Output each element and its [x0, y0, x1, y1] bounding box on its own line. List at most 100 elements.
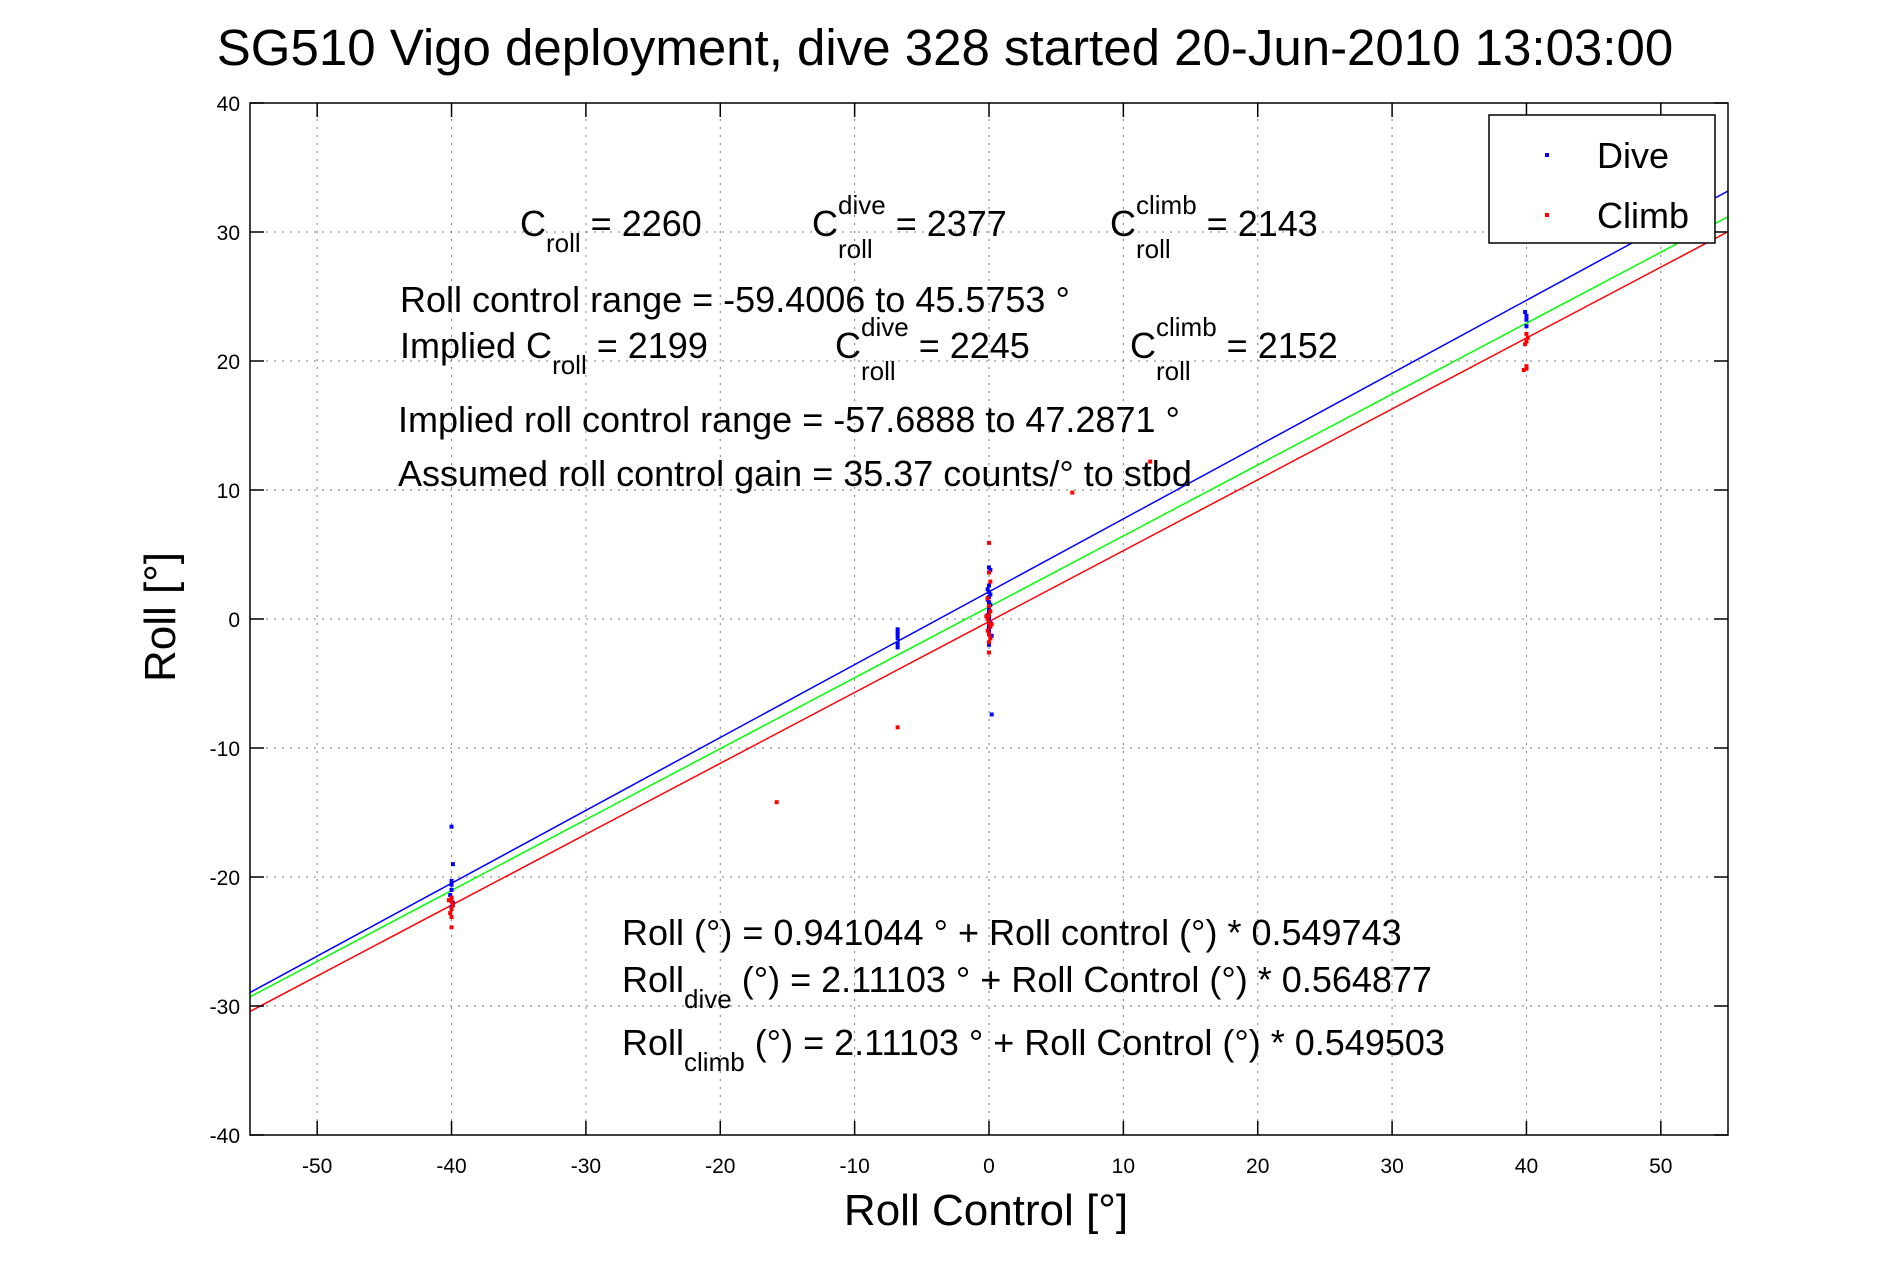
annotation-main: C — [1110, 203, 1136, 244]
annotation-text: Cdive roll = 2245 — [835, 312, 1030, 386]
climb-point — [1070, 490, 1075, 495]
climb-point — [987, 620, 991, 625]
dive-point — [1524, 324, 1529, 329]
dive-point — [989, 712, 994, 717]
annotation-sup: climb — [1156, 312, 1217, 342]
climb-point — [987, 613, 991, 618]
x-tick-label: 30 — [1380, 1155, 1403, 1178]
climb-point — [1521, 368, 1526, 373]
data-points — [446, 309, 1530, 930]
annotation-rest: = 2199 — [587, 325, 708, 366]
y-tick-label: 30 — [217, 222, 240, 245]
dive-point — [895, 629, 900, 634]
dive-point — [987, 565, 991, 570]
chart-title: SG510 Vigo deployment, dive 328 started … — [217, 19, 1673, 76]
climb-point — [988, 579, 993, 584]
dive-point — [988, 592, 993, 597]
climb-point — [989, 622, 994, 627]
annotation-rest: = 2260 — [581, 203, 702, 244]
climb-point — [985, 617, 990, 621]
annotation-rest: (°) = 2.11103 ° + Roll Control (°) * 0.5… — [745, 1022, 1445, 1063]
dive-point — [449, 887, 454, 892]
annotation-sub: roll — [838, 234, 873, 264]
annotation-main: Roll — [622, 1022, 684, 1063]
y-tick-label: -20 — [210, 867, 240, 890]
annotation-line7: Rolldive (°) = 2.11103 ° + Roll Control … — [622, 959, 1432, 1014]
climb-point — [449, 907, 454, 912]
climb-point — [984, 614, 989, 619]
y-axis-label: Roll [°] — [136, 552, 185, 682]
annotation-rest: (°) = 2.11103 ° + Roll Control (°) * 0.5… — [732, 959, 1432, 1000]
annotation-text: Croll = 2260 — [520, 203, 702, 258]
climb-point — [1525, 335, 1530, 340]
dive-point — [895, 641, 900, 646]
annotation-line1: Croll = 2260 Cdive roll = 2377 Cclimb roll =… — [520, 190, 1318, 264]
legend-marker — [1545, 153, 1549, 157]
annotation-text: Rolldive (°) = 2.11103 ° + Roll Control … — [622, 959, 1432, 1014]
y-tick-label: -10 — [210, 738, 240, 761]
climb-point — [987, 650, 991, 655]
annotation-text: Cclimb roll = 2152 — [1130, 312, 1338, 386]
x-tick-label: -40 — [436, 1155, 466, 1178]
dive-point — [895, 645, 900, 650]
dive-point — [449, 878, 454, 883]
x-tick-label: 20 — [1246, 1155, 1269, 1178]
dive-point — [989, 633, 994, 638]
annotation-text: Roll (°) = 0.941044 ° + Roll control (°)… — [622, 912, 1402, 953]
dive-point — [985, 587, 990, 592]
climb-point — [988, 609, 993, 614]
x-tick-label: -50 — [302, 1155, 332, 1178]
annotation-text: Cclimb roll = 2143 — [1110, 190, 1318, 264]
annotation-line2: Roll control range = -59.4006 to 45.5753… — [400, 279, 1070, 320]
annotation-sub: roll — [861, 356, 896, 386]
climb-point — [1524, 331, 1529, 336]
x-tick-label: 10 — [1112, 1155, 1135, 1178]
annotation-sub: roll — [1136, 234, 1171, 264]
climb-point — [1524, 364, 1529, 369]
annotation-line6: Roll (°) = 0.941044 ° + Roll control (°)… — [622, 912, 1402, 953]
x-tick-label: -10 — [839, 1155, 869, 1178]
x-axis-label: Roll Control [°] — [844, 1186, 1128, 1235]
legend-marker — [1545, 213, 1549, 217]
y-tick-label: -40 — [210, 1125, 240, 1148]
climb-point — [987, 604, 991, 609]
x-tick-label: 0 — [983, 1155, 995, 1178]
dive-point — [1524, 317, 1529, 322]
legend-label: Climb — [1597, 195, 1689, 236]
climb-point — [985, 628, 990, 633]
annotation-text: Assumed roll control gain = 35.37 counts… — [398, 453, 1192, 494]
annotation-main: C — [1130, 325, 1156, 366]
climb-point — [988, 636, 993, 641]
annotation-sub: dive — [684, 984, 732, 1014]
climb-point — [448, 911, 453, 916]
climb-point — [446, 898, 451, 903]
annotation-text: Implied Croll = 2199 — [400, 325, 708, 380]
dive-point — [895, 632, 900, 637]
y-tick-label: 20 — [217, 351, 240, 374]
y-tick-label: 10 — [217, 480, 240, 503]
climb-point — [1523, 342, 1528, 347]
annotation-main: C — [835, 325, 861, 366]
climb-point — [988, 624, 993, 629]
climb-point — [449, 925, 454, 930]
dive-point — [895, 636, 900, 641]
annotation-line8: Rollclimb (°) = 2.11103 ° + Roll Control… — [622, 1022, 1445, 1077]
climb-point — [985, 596, 990, 601]
annotations: Croll = 2260 Cdive roll = 2377 Cclimb roll =… — [398, 190, 1445, 1077]
annotation-main: C — [812, 203, 838, 244]
x-tick-label: 50 — [1649, 1155, 1672, 1178]
annotation-sub: roll — [1156, 356, 1191, 386]
climb-point — [774, 800, 779, 805]
climb-point — [450, 903, 455, 908]
dive-point — [1523, 309, 1528, 314]
annotation-line4: Implied roll control range = -57.6888 to… — [398, 399, 1180, 440]
climb-point — [449, 899, 454, 904]
legend: Dive Climb — [1488, 114, 1716, 244]
annotation-sub: roll — [552, 350, 587, 380]
dive-point — [987, 642, 991, 647]
dive-point — [895, 627, 900, 632]
climb-point — [449, 914, 454, 919]
climb-point — [987, 570, 991, 575]
